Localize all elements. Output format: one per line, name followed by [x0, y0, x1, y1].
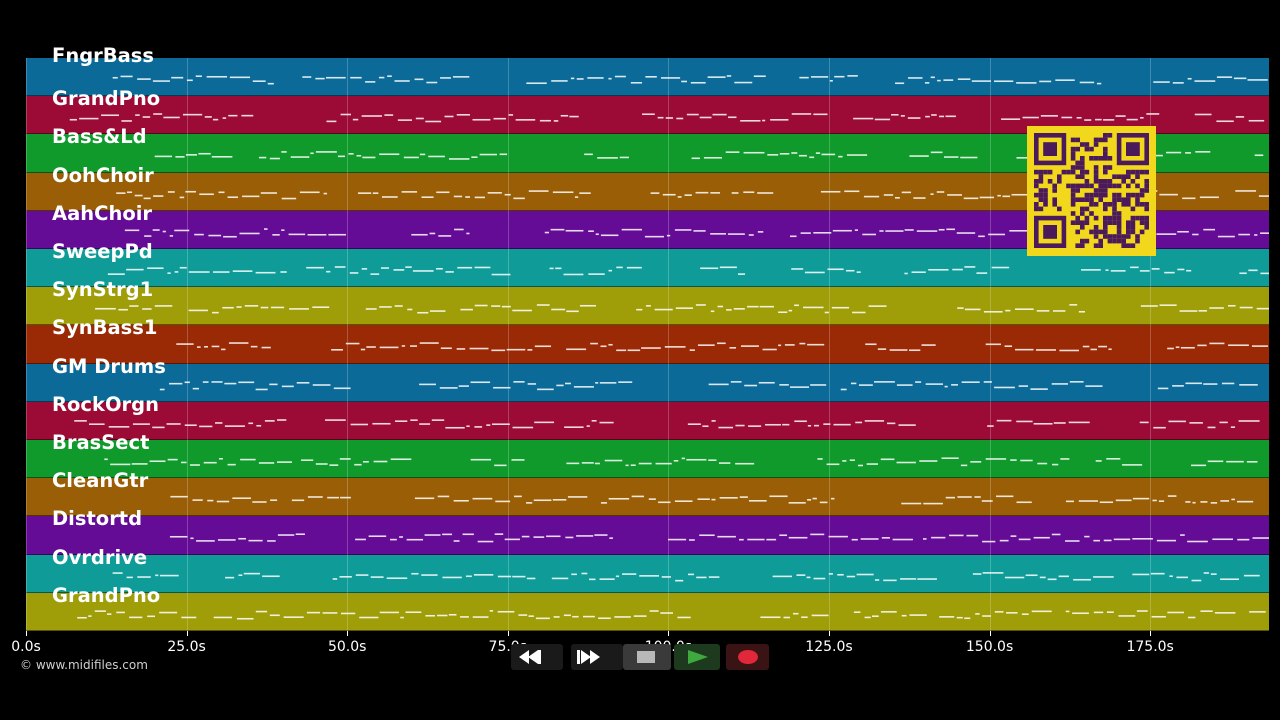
track-lane: Distortd: [26, 507, 1269, 555]
qr-code-image: [1034, 133, 1149, 248]
track-label: BrasSect: [52, 431, 150, 454]
track-label: RockOrgn: [52, 392, 159, 416]
track-label: Distortd: [52, 507, 143, 531]
track-label: GrandPno: [52, 583, 161, 607]
note-strip: [159, 380, 1258, 390]
play-icon: [688, 650, 708, 664]
track-lane: GrandPno: [26, 584, 1269, 631]
time-tick-label: 125.0s: [805, 639, 853, 655]
time-tick-label: 50.0s: [327, 639, 367, 655]
time-tick-mark: [828, 631, 830, 636]
fast-forward-button[interactable]: [571, 644, 623, 670]
time-gridline: [507, 58, 509, 631]
track-label: Bass&Ld: [52, 125, 147, 149]
play-button[interactable]: [674, 644, 720, 670]
track-label: CleanGtr: [52, 469, 149, 493]
transport-controls: [511, 644, 769, 670]
note-strip: [69, 113, 1265, 123]
note-strip: [176, 342, 1268, 352]
stop-icon: [637, 651, 655, 663]
note-strip: [107, 266, 1269, 276]
time-tick-label: 175.0s: [1126, 639, 1174, 655]
time-gridline: [989, 58, 991, 631]
stop-button[interactable]: [623, 644, 671, 670]
track-lane: SynStrg1: [26, 278, 1269, 326]
track-label: SweepPd: [52, 240, 153, 263]
time-tick-mark: [507, 631, 509, 636]
time-tick-mark: [347, 631, 349, 636]
time-gridline: [668, 58, 670, 631]
track-label: GM Drums: [52, 354, 166, 378]
note-strip: [104, 457, 1258, 467]
record-icon: [738, 650, 758, 664]
note-strip: [74, 418, 1260, 429]
copyright-text: © www.midifiles.com: [20, 658, 148, 672]
time-tick-mark: [989, 631, 991, 636]
time-tick-label: 150.0s: [965, 639, 1014, 655]
note-strip: [170, 495, 1254, 505]
track-lane: FngrBass: [26, 44, 1269, 97]
record-button[interactable]: [726, 644, 769, 670]
note-strip: [77, 609, 1266, 620]
note-strip: [95, 304, 1269, 314]
time-tick-label: 25.0s: [167, 639, 206, 655]
track-label: FngrBass: [52, 44, 155, 67]
track-label: GrandPno: [52, 87, 161, 111]
note-strip: [112, 75, 1268, 85]
note-strip: [169, 533, 1269, 543]
time-gridline: [186, 58, 188, 631]
time-gridline: [1150, 58, 1152, 631]
qr-code: [1027, 126, 1156, 256]
track-label: SynStrg1: [52, 278, 154, 302]
piano-roll: FngrBass GrandPno Bass&Ld OohChoir AahChoir S…: [26, 44, 1269, 631]
time-gridline: [828, 58, 830, 631]
track-label: OohChoir: [52, 163, 154, 187]
track-label: AahChoir: [52, 201, 153, 225]
time-gridline: [347, 58, 349, 631]
time-gridline: [26, 58, 27, 631]
track-lane: BrasSect: [26, 431, 1269, 479]
note-strip: [112, 571, 1260, 582]
time-tick-mark: [186, 631, 188, 636]
track-lane: GM Drums: [26, 355, 1269, 402]
track-lane: Ovrdrive: [26, 546, 1269, 593]
time-tick-label: 0.0s: [11, 639, 41, 655]
time-tick-mark: [1150, 631, 1152, 636]
rewind-icon: [519, 650, 541, 664]
track-lane: CleanGtr: [26, 469, 1269, 517]
time-tick-mark: [668, 631, 670, 636]
rewind-button[interactable]: [511, 644, 563, 670]
time-tick-mark: [26, 631, 27, 636]
fast-forward-icon: [577, 650, 600, 664]
track-label: SynBass1: [52, 316, 158, 340]
track-lane: RockOrgn: [26, 393, 1269, 440]
track-label: Ovrdrive: [52, 545, 148, 569]
track-lane: SynBass1: [26, 316, 1269, 364]
